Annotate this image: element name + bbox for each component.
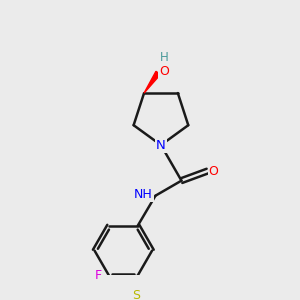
Text: H: H (160, 51, 169, 64)
Text: O: O (159, 65, 169, 78)
Text: S: S (132, 289, 140, 300)
Text: F: F (95, 269, 102, 282)
Text: O: O (208, 165, 218, 178)
Polygon shape (144, 71, 160, 93)
Text: N: N (156, 139, 166, 152)
Text: NH: NH (134, 188, 152, 201)
